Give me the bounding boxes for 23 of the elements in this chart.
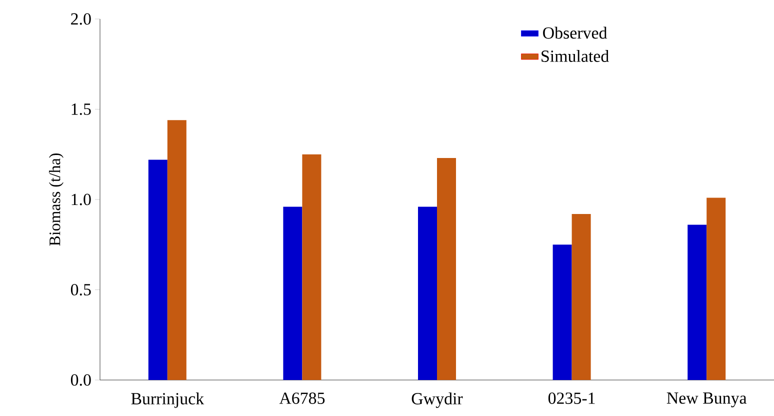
legend-label: Simulated [542, 50, 609, 62]
x-tick-label: Burrinjuck [131, 392, 204, 408]
x-tick-label: 0235-1 [548, 392, 595, 404]
bar [706, 198, 726, 380]
y-tick-label: 0.5 [70, 284, 91, 296]
bar [283, 206, 302, 380]
x-tick-label: New Bunya [666, 392, 747, 408]
bar [552, 244, 572, 380]
x-tick-label: A6785 [279, 392, 325, 404]
bar [418, 206, 438, 380]
y-tick-label: 1.5 [72, 104, 91, 115]
y-tick-label: 0.0 [70, 374, 91, 386]
legend-label: Observed [543, 26, 608, 39]
x-tick-label: Gwydir [412, 392, 463, 408]
y-axis-title: Biomass (t/ha) [49, 153, 64, 246]
bar [148, 160, 168, 380]
y-tick-label: 1.0 [72, 194, 91, 206]
bar [167, 120, 186, 380]
bar [302, 154, 322, 380]
bar [688, 224, 707, 380]
bar [437, 158, 456, 380]
bar [572, 214, 591, 380]
y-tick-label: 2.0 [71, 13, 91, 25]
